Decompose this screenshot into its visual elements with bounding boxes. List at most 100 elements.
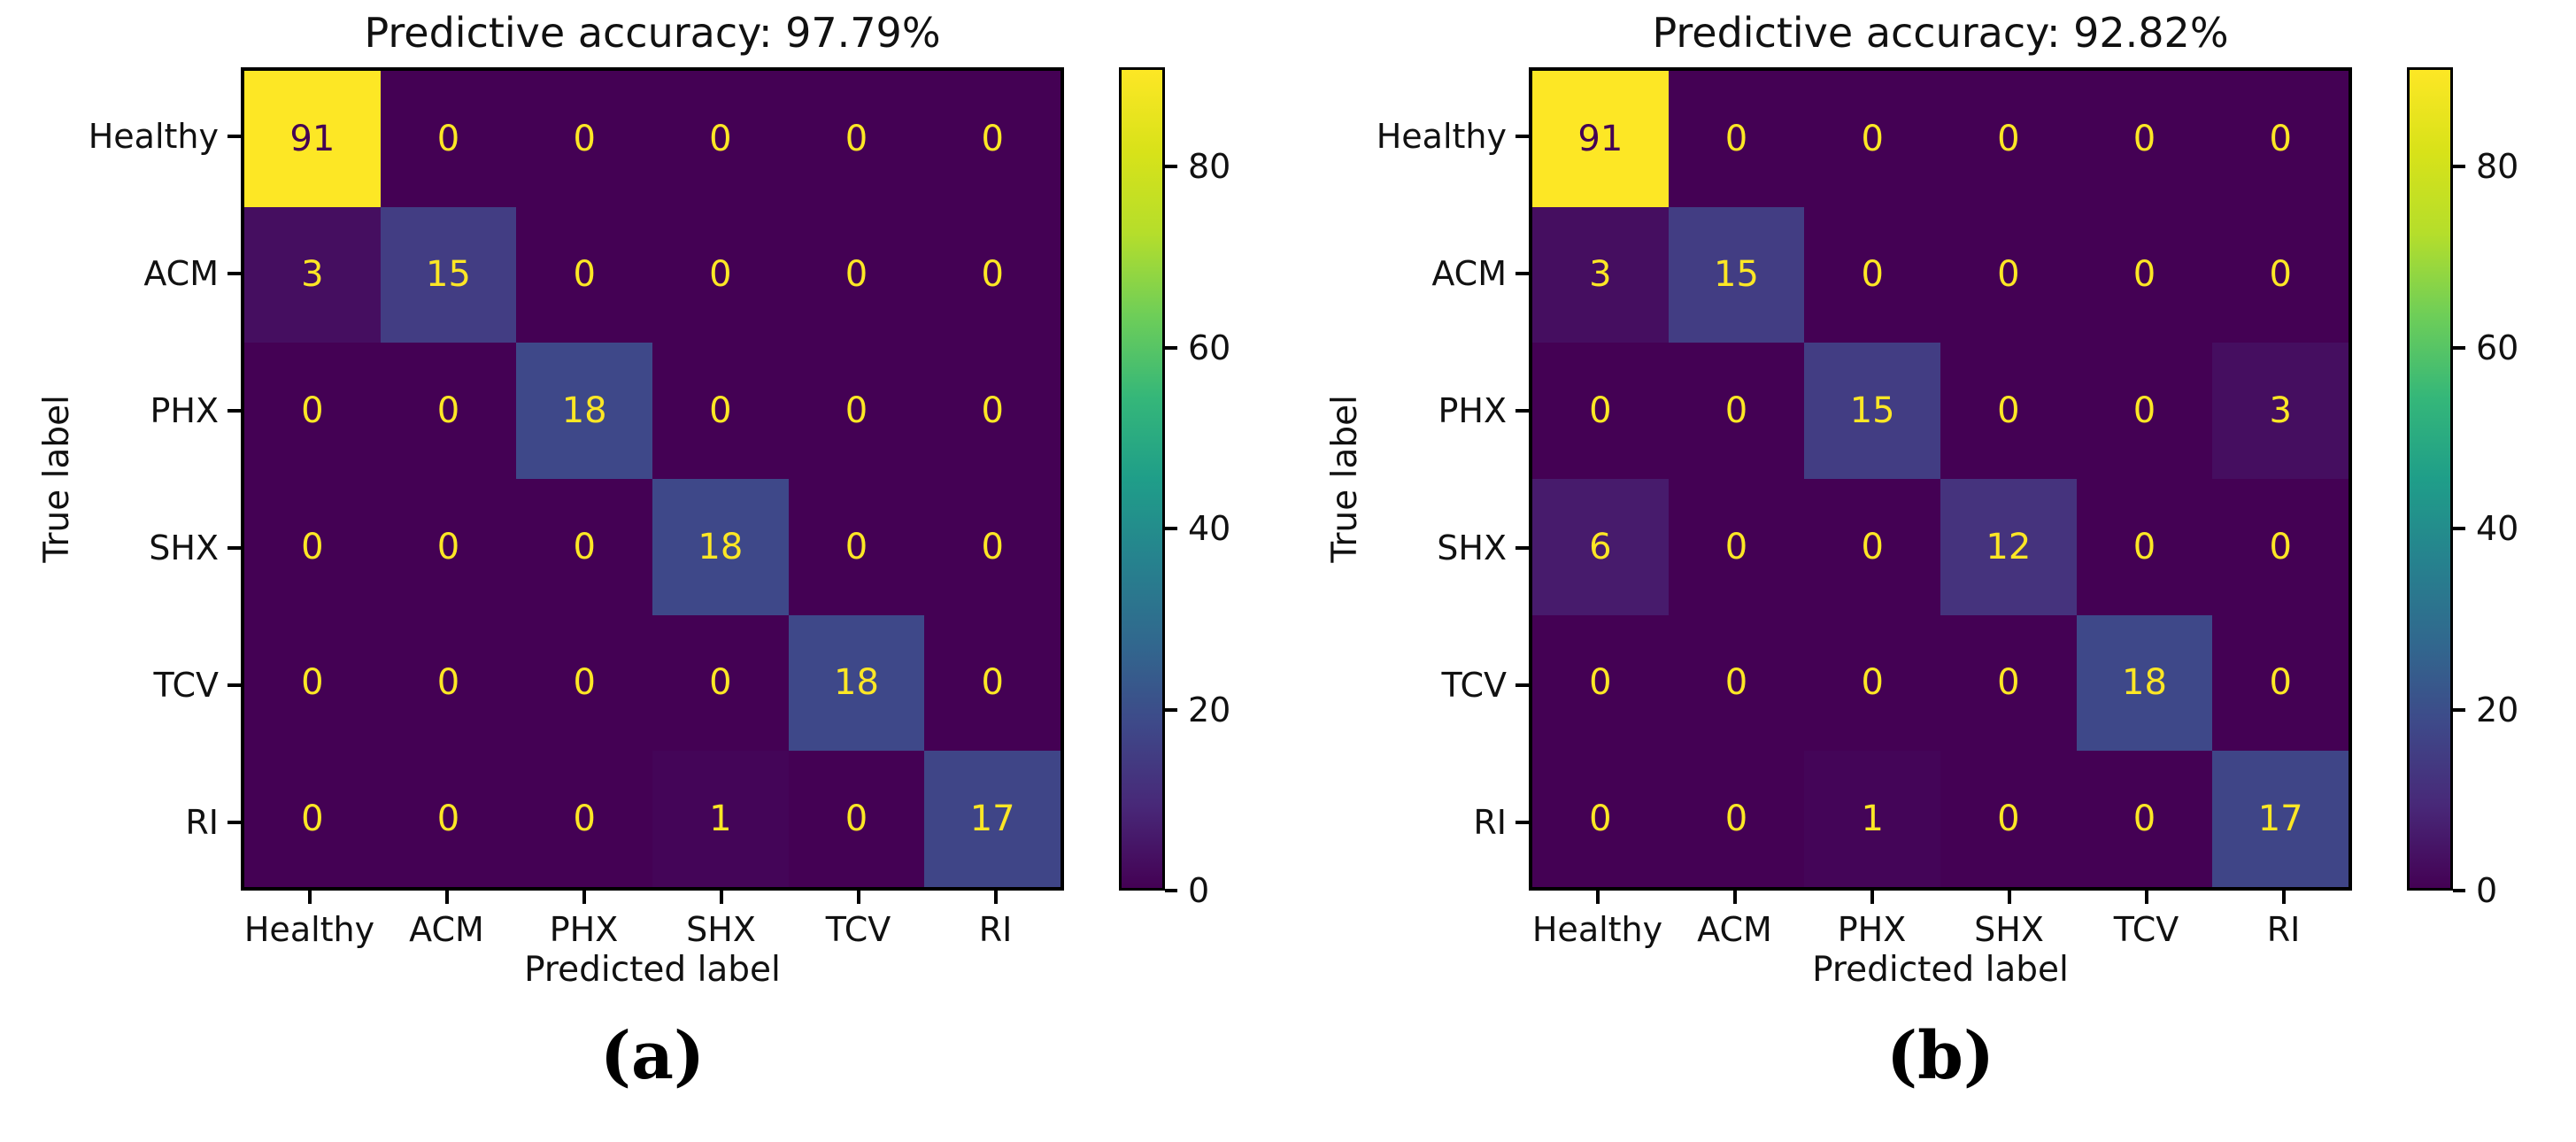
x-tick-labels: Healthy ACM PHX SHX TCV RI <box>1529 891 2352 949</box>
colorbar-tick-mark <box>1165 889 1177 892</box>
x-tick: TCV <box>2078 891 2215 949</box>
colorbar-tick: 20 <box>1165 691 1230 729</box>
matrix-cell: 0 <box>2212 614 2348 752</box>
matrix-cell: 0 <box>924 343 1060 479</box>
y-tick: SHX <box>1369 479 1529 616</box>
y-tick-label: RI <box>185 802 219 842</box>
figure-b: Predictive accuracy: 92.82% True label H… <box>1320 4 2576 1123</box>
matrix-cell: 0 <box>788 71 925 207</box>
y-tick-mark <box>1516 271 1529 275</box>
matrix-cell: 0 <box>1532 751 1669 887</box>
colorbar-tick: 80 <box>2453 147 2518 186</box>
matrix-cell: 0 <box>924 614 1060 752</box>
matrix-cell: 15 <box>380 206 517 343</box>
y-tick: ACM <box>81 204 241 342</box>
colorbar-tick-mark <box>2453 527 2465 531</box>
x-tick: RI <box>927 891 1064 949</box>
x-tick-mark <box>1595 891 1600 904</box>
matrix-cell: 0 <box>1940 614 2077 752</box>
matrix-cell: 0 <box>2076 343 2213 479</box>
matrix-cell: 0 <box>652 71 789 207</box>
subfigure-caption: (a) <box>600 1018 705 1094</box>
matrix-cell: 0 <box>1804 614 1940 752</box>
x-tick-mark <box>856 891 860 904</box>
matrix-cell: 3 <box>244 206 381 343</box>
y-tick-mark <box>1516 134 1529 138</box>
chart-title: Predictive accuracy: 97.79% <box>364 9 941 57</box>
x-tick: PHX <box>1803 891 1940 949</box>
colorbar-tick-label: 20 <box>1188 690 1231 729</box>
x-tick-mark <box>993 891 998 904</box>
x-tick-mark <box>307 891 312 904</box>
matrix-cell: 0 <box>1668 479 1805 615</box>
x-tick-label: SHX <box>1974 910 2044 949</box>
colorbar-tick: 40 <box>1165 509 1230 548</box>
matrix-cell: 0 <box>1940 206 2077 343</box>
matrix-cell: 0 <box>924 206 1060 343</box>
x-tick-label: Healthy <box>1531 910 1663 949</box>
matrix-cell: 0 <box>1668 71 1805 207</box>
matrix-cell: 0 <box>1940 71 2077 207</box>
colorbar-tick-mark <box>2453 707 2465 712</box>
colorbar-tick: 60 <box>1165 328 1230 367</box>
matrix-cell: 0 <box>380 614 517 752</box>
x-tick-label: SHX <box>686 910 756 949</box>
matrix-cell: 18 <box>788 614 925 752</box>
x-tick: TCV <box>790 891 927 949</box>
colorbar-tick: 40 <box>2453 509 2518 548</box>
x-tick-label: TCV <box>825 910 891 949</box>
y-tick-mark <box>1516 683 1529 687</box>
matrix-cell: 0 <box>516 71 652 207</box>
y-tick: Healthy <box>1369 67 1529 204</box>
matrix-cell: 0 <box>1532 343 1669 479</box>
y-tick-label: PHX <box>150 390 219 430</box>
y-tick: PHX <box>81 342 241 479</box>
x-tick-mark <box>2144 891 2148 904</box>
matrix-cell: 0 <box>924 71 1060 207</box>
matrix-cell: 6 <box>1532 479 1669 615</box>
colorbar-tick-mark <box>1165 707 1177 712</box>
x-axis-title: Predicted label <box>1812 950 2069 990</box>
matrix-cell: 0 <box>1668 614 1805 752</box>
matrix-cell: 0 <box>244 479 381 615</box>
matrix-cell: 15 <box>1804 343 1940 479</box>
y-axis-title-container: True label <box>32 67 81 891</box>
y-tick-mark <box>1516 820 1529 824</box>
matrix-cell: 0 <box>2076 751 2213 887</box>
colorbar-tick: 20 <box>2453 691 2518 729</box>
colorbar-tick-label: 0 <box>1188 871 1210 910</box>
x-tick: ACM <box>378 891 515 949</box>
y-tick-mark <box>1516 408 1529 413</box>
x-axis-title: Predicted label <box>524 950 781 990</box>
x-tick-mark <box>1870 891 1874 904</box>
x-tick-label: TCV <box>2113 910 2179 949</box>
colorbar <box>1119 67 1165 891</box>
x-tick-label: ACM <box>409 910 484 949</box>
matrix-cell: 0 <box>2212 479 2348 615</box>
colorbar-tick-label: 40 <box>2476 509 2519 549</box>
y-tick: RI <box>81 753 241 891</box>
y-axis-title: True label <box>1324 395 1365 563</box>
colorbar-tick-label: 60 <box>1188 328 1231 367</box>
y-tick-label: PHX <box>1438 390 1507 430</box>
matrix-cell: 0 <box>380 751 517 887</box>
y-tick: Healthy <box>81 67 241 204</box>
confusion-matrix-panel-b: Predictive accuracy: 92.82% True label H… <box>1288 4 2576 1142</box>
y-tick-labels: Healthy ACM PHX SHX TCV RI <box>1369 67 1529 891</box>
x-tick-mark <box>1732 891 1737 904</box>
matrix-cell: 0 <box>1532 614 1669 752</box>
matrix-cell: 1 <box>1804 751 1940 887</box>
matrix-cell: 0 <box>652 343 789 479</box>
colorbar-tick-label: 0 <box>2476 871 2498 910</box>
colorbar-ticks: 0 20 40 60 80 <box>2453 67 2550 910</box>
x-tick-mark <box>719 891 723 904</box>
colorbar-tick: 60 <box>2453 328 2518 367</box>
y-tick: RI <box>1369 753 1529 891</box>
colorbar-tick-mark <box>1165 165 1177 169</box>
y-tick-mark <box>228 820 241 824</box>
colorbar-tick: 80 <box>1165 147 1230 186</box>
colorbar-tick: 0 <box>2453 871 2497 910</box>
x-tick: ACM <box>1666 891 1803 949</box>
x-tick-mark <box>2007 891 2011 904</box>
matrix-cell: 0 <box>380 71 517 207</box>
